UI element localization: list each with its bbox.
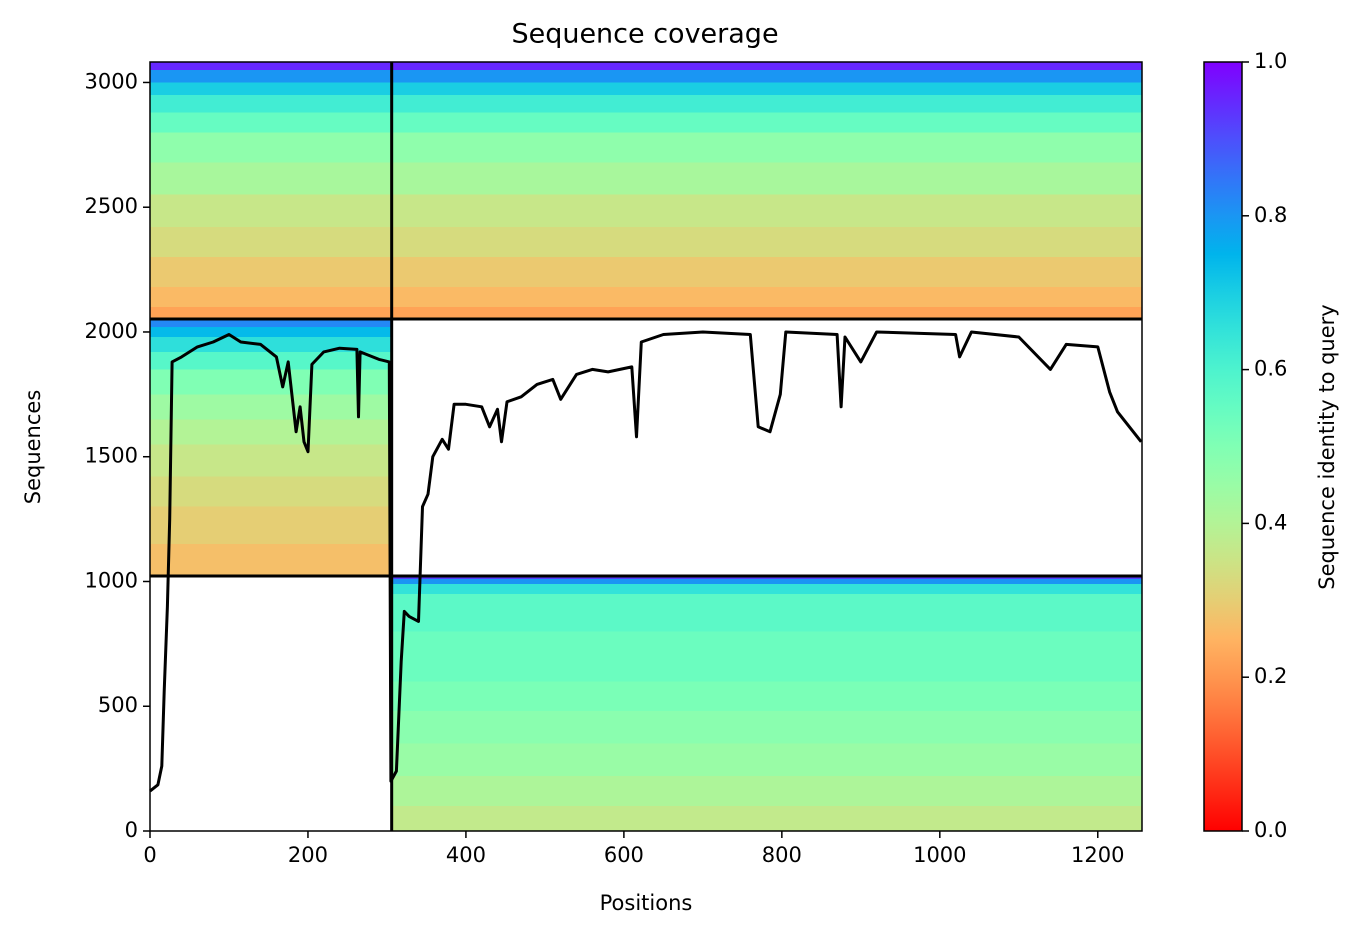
x-tick-label: 1000 [913, 843, 966, 867]
identity-band [150, 287, 392, 308]
identity-band [150, 62, 392, 70]
y-tick-label: 3000 [85, 69, 138, 93]
identity-band [150, 257, 392, 288]
identity-band [150, 506, 392, 545]
plot-frame [149, 61, 1143, 832]
identity-band [150, 444, 392, 477]
identity-band [150, 307, 392, 319]
identity-band [391, 112, 1142, 133]
identity-band [391, 162, 1142, 195]
x-tick-label: 400 [446, 843, 486, 867]
x-tick-label: 200 [288, 843, 328, 867]
identity-band [150, 69, 392, 83]
identity-band [391, 681, 1142, 712]
colorbar-tick-label: 0.2 [1254, 664, 1287, 688]
identity-band [150, 336, 392, 352]
y-tick-label: 0 [125, 818, 138, 842]
y-tick-label: 2500 [85, 194, 138, 218]
y-tick-label: 2000 [85, 319, 138, 343]
colorbar-tick-label: 1.0 [1254, 49, 1287, 73]
identity-band [391, 287, 1142, 308]
identity-band [391, 711, 1142, 744]
identity-band [391, 194, 1142, 228]
identity-band [391, 743, 1142, 777]
y-tick-label: 500 [98, 693, 138, 717]
chart-title: Sequence coverage [511, 19, 778, 50]
coverage-line [149, 330, 1143, 793]
y-tick-label: 1000 [85, 568, 138, 592]
identity-band [391, 776, 1142, 807]
identity-band [150, 326, 392, 337]
x-axis-label: Positions [600, 891, 693, 915]
identity-band [150, 476, 392, 507]
identity-band [391, 593, 1142, 632]
identity-band [150, 544, 392, 576]
x-tick-label: 800 [762, 843, 802, 867]
identity-band [391, 132, 1142, 163]
colorbar-label: Sequence identity to query [1315, 304, 1339, 589]
identity-band [150, 112, 392, 133]
y-axis-label: Sequences [21, 390, 45, 505]
identity-band [150, 419, 392, 445]
identity-band [150, 369, 392, 395]
identity-band [391, 578, 1142, 584]
identity-band [150, 318, 392, 327]
colorbar [1203, 61, 1243, 832]
identity-band [391, 307, 1142, 319]
colorbar-tick-label: 0.6 [1254, 357, 1287, 381]
colorbar-tick-label: 0.0 [1254, 818, 1287, 842]
identity-band [391, 69, 1142, 83]
identity-band [391, 583, 1142, 594]
identity-band [150, 227, 392, 258]
identity-band [150, 351, 392, 370]
identity-band [150, 194, 392, 228]
identity-band [150, 94, 392, 113]
x-tick-label: 0 [143, 843, 156, 867]
x-tick-label: 600 [604, 843, 644, 867]
identity-band [150, 82, 392, 95]
x-tick-label: 1200 [1071, 843, 1124, 867]
identity-band [391, 227, 1142, 258]
identity-band [391, 94, 1142, 113]
identity-band [391, 257, 1142, 288]
colorbar-tick-label: 0.8 [1254, 203, 1287, 227]
y-tick-label: 1500 [85, 444, 138, 468]
colorbar-tick-label: 0.4 [1254, 510, 1287, 534]
identity-band [150, 394, 392, 420]
identity-band [391, 62, 1142, 70]
identity-band [391, 82, 1142, 95]
identity-band [391, 631, 1142, 682]
identity-band [150, 162, 392, 195]
identity-band [150, 132, 392, 163]
identity-band [391, 806, 1142, 831]
